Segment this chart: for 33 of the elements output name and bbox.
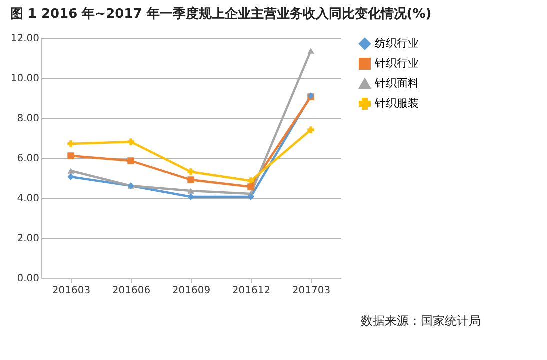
- legend-label: 针织面料: [374, 77, 419, 90]
- legend-label: 针织服装: [374, 97, 419, 110]
- source-note: 数据来源：国家统计局: [361, 314, 481, 328]
- y-tick-label: 2.00: [17, 234, 40, 244]
- x-tick-label: 201703: [292, 286, 331, 296]
- point: [68, 168, 74, 174]
- point: [68, 152, 74, 160]
- point: [188, 168, 194, 176]
- y-tick-label: 8.00: [17, 114, 40, 124]
- point: [248, 184, 254, 190]
- point: [188, 176, 194, 184]
- y-tick-label: 0.00: [17, 274, 40, 284]
- legend-label: 针织行业: [374, 57, 419, 70]
- x-tick-label: 201609: [172, 286, 211, 296]
- point: [128, 158, 134, 164]
- point: [248, 194, 254, 200]
- x-tick-label: 201612: [232, 286, 271, 296]
- point: [188, 188, 194, 194]
- y-tick-label: 10.00: [10, 74, 40, 84]
- point: [248, 178, 254, 184]
- point: [308, 126, 314, 134]
- chart-title: 图 1 2016 年~2017 年一季度规上企业主营业务收入同比变化情况(%): [10, 6, 432, 22]
- point: [128, 138, 134, 146]
- legend-label: 纺织行业: [375, 37, 419, 50]
- y-tick-label: 6.00: [17, 154, 40, 164]
- point: [68, 174, 74, 180]
- y-tick-label: 4.00: [17, 194, 40, 204]
- y-tick-label: 12.00: [10, 34, 40, 44]
- point: [68, 140, 74, 148]
- x-tick-label: 201603: [52, 286, 91, 296]
- point: [308, 48, 314, 54]
- point: [188, 194, 194, 200]
- x-tick-label: 201606: [112, 286, 151, 296]
